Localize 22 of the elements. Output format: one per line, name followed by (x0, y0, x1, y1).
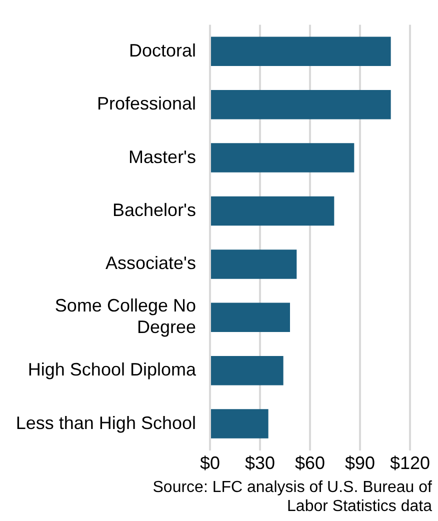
bar (211, 250, 297, 279)
x-tick-label: $60 (294, 453, 326, 474)
bar (211, 356, 284, 386)
bar (211, 196, 334, 226)
source-note: Source: LFC analysis of U.S. Bureau of Labor Statistics data (152, 478, 432, 516)
bar (211, 90, 391, 120)
x-tick-label: $0 (200, 453, 220, 474)
bar (211, 36, 391, 66)
y-tick-label: Some College No Degree (54, 296, 196, 338)
y-tick-label: Professional (96, 94, 196, 114)
x-tick-label: $120 (390, 453, 430, 474)
y-tick-label: Associate's (106, 253, 196, 274)
bar (211, 302, 290, 332)
y-tick-label: Master's (128, 146, 196, 167)
bar (211, 409, 268, 438)
x-tick-label: $90 (344, 453, 376, 474)
y-tick-label: Bachelor's (112, 200, 196, 220)
y-tick-label: Less than High School (16, 412, 196, 433)
y-tick-label: Doctoral (128, 40, 196, 60)
y-tick-label: High School Diploma (28, 360, 197, 380)
x-tick-label: $30 (244, 453, 276, 474)
bar (211, 143, 354, 172)
